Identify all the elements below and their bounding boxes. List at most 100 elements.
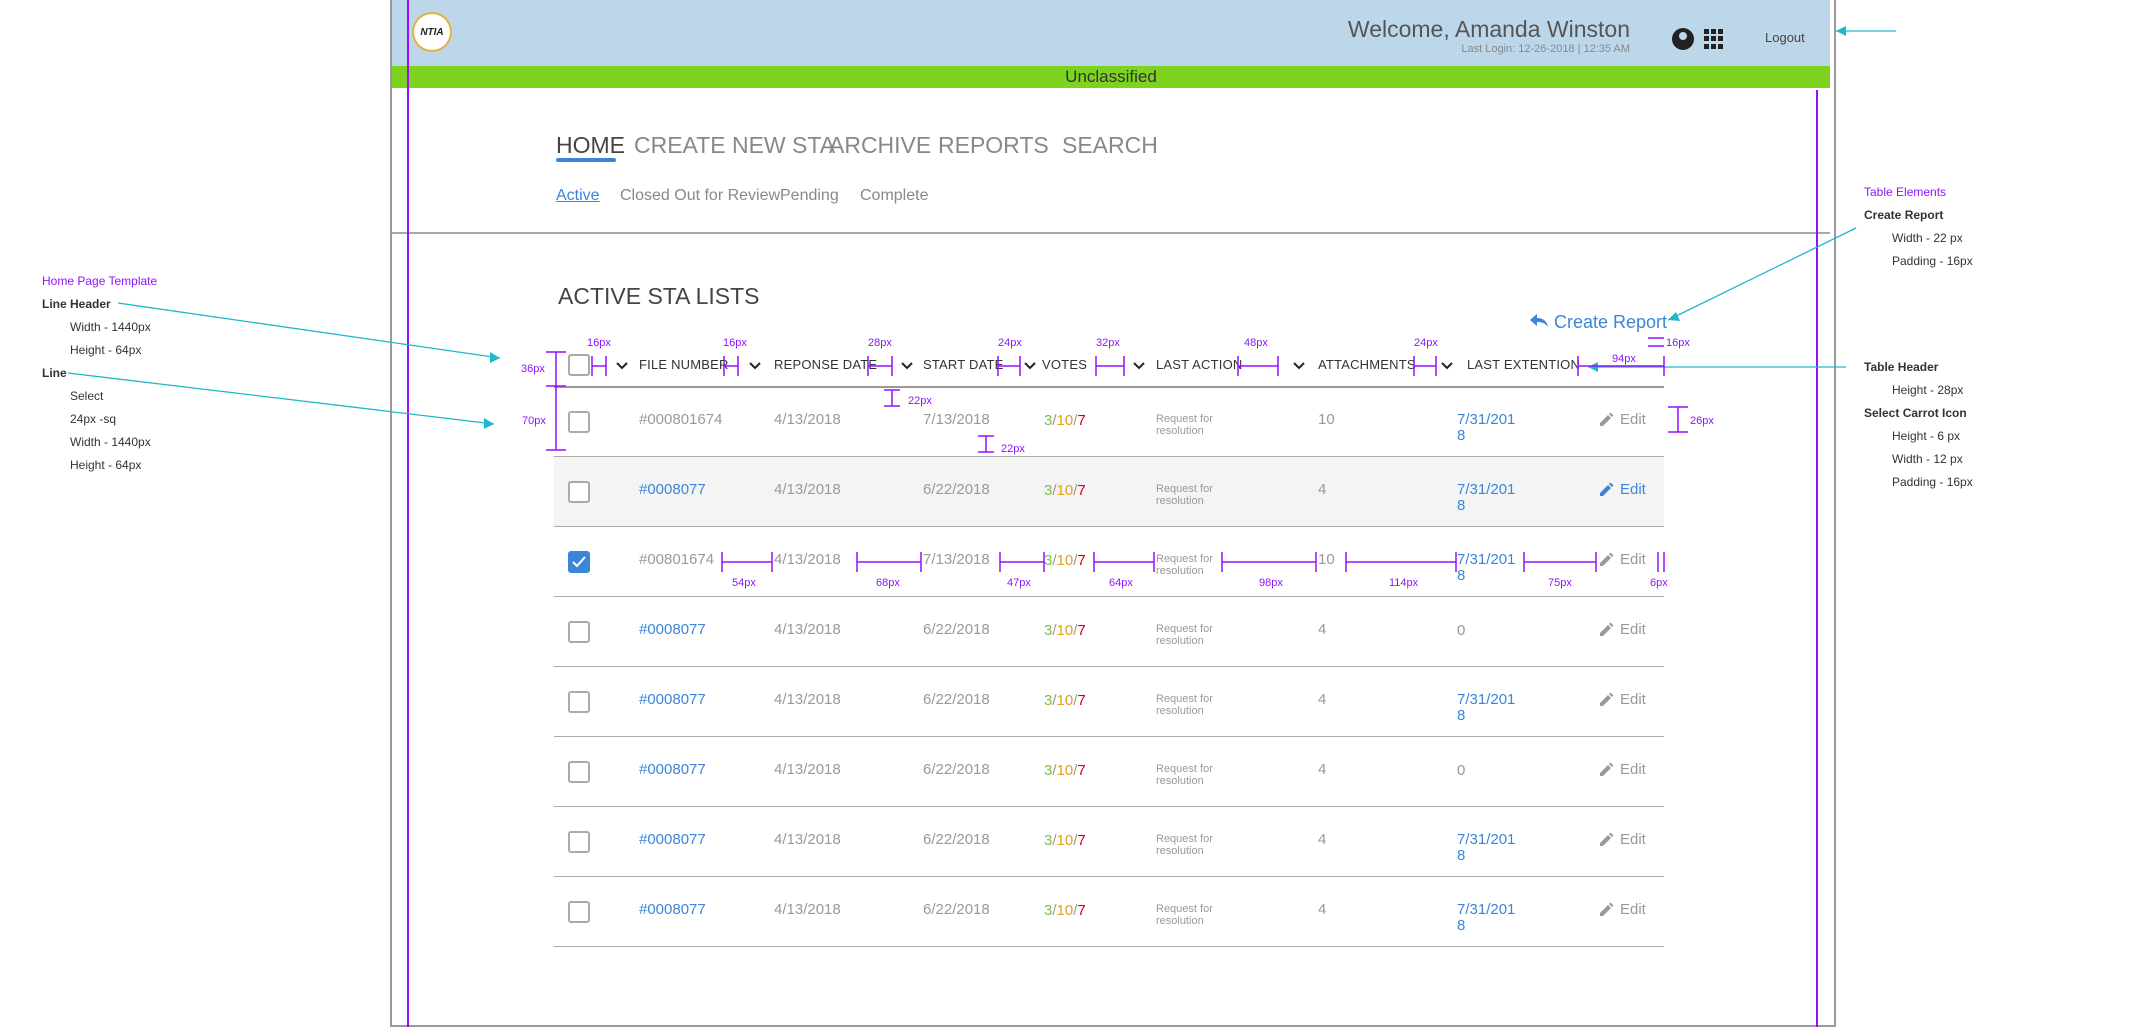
col-attachments[interactable]: ATTACHMENTS	[1318, 357, 1416, 372]
edit-button[interactable]: Edit	[1598, 551, 1646, 568]
file-number[interactable]: #0008077	[639, 621, 706, 638]
app-header	[392, 0, 1830, 66]
response-date-chevron-icon[interactable]	[901, 362, 913, 370]
row-checkbox[interactable]	[568, 551, 590, 573]
row-checkbox[interactable]	[568, 831, 590, 853]
user-account-icon[interactable]	[1672, 28, 1694, 50]
file-number[interactable]: #0008077	[639, 691, 706, 708]
table-header	[554, 350, 1664, 388]
ann-th-height: Height - 28px	[1892, 383, 1964, 397]
file-number[interactable]: #0008077	[639, 831, 706, 848]
edit-button[interactable]: Edit	[1598, 901, 1646, 918]
ann-create-report: Create Report	[1864, 208, 1944, 222]
dim-64: 64px	[1109, 577, 1133, 589]
start-date: 7/13/2018	[923, 551, 990, 568]
col-votes[interactable]: VOTES	[1042, 357, 1088, 372]
dim-16c: 16px	[1666, 337, 1690, 349]
votes-value: 3/10/7	[1044, 692, 1086, 709]
attachments-count: 4	[1318, 481, 1327, 498]
col-last-action[interactable]: LAST ACTION	[1156, 357, 1243, 372]
dim-48: 48px	[1244, 337, 1268, 349]
row-checkbox[interactable]	[568, 901, 590, 923]
row-checkbox[interactable]	[568, 481, 590, 503]
last-action-chevron-icon[interactable]	[1293, 362, 1305, 370]
ann-left-title: Home Page Template	[42, 274, 158, 288]
subnav-complete[interactable]: Complete	[860, 187, 929, 204]
welcome-text: Welcome, Amanda Winston	[1347, 16, 1630, 42]
ann-cr-width: Width - 22 px	[1892, 231, 1963, 245]
start-date-chevron-icon[interactable]	[1024, 362, 1036, 370]
subnav-pending[interactable]: Pending	[780, 187, 839, 204]
response-date: 4/13/2018	[774, 481, 841, 498]
response-date: 4/13/2018	[774, 901, 841, 918]
file-number-chevron-icon[interactable]	[749, 362, 761, 370]
table-row[interactable]	[554, 877, 1664, 947]
row-checkbox[interactable]	[568, 691, 590, 713]
pencil-icon	[1598, 901, 1620, 918]
table-row[interactable]	[554, 737, 1664, 807]
edit-button[interactable]: Edit	[1598, 411, 1646, 428]
file-number[interactable]: #0008077	[639, 901, 706, 918]
attachments-chevron-icon[interactable]	[1441, 362, 1453, 370]
ann-l-width: Width - 1440px	[70, 435, 151, 449]
col-file-number[interactable]: FILE NUMBER	[639, 357, 729, 372]
col-start-date[interactable]: START DATE	[923, 357, 1004, 372]
ann-right-title: Table Elements	[1864, 185, 1947, 199]
row-checkbox[interactable]	[568, 621, 590, 643]
create-report-button[interactable]: Create Report	[1530, 312, 1667, 333]
edit-button[interactable]: Edit	[1598, 481, 1646, 498]
nav-create-new-sta[interactable]: CREATE NEW STA	[634, 132, 836, 158]
row-checkbox[interactable]	[568, 411, 590, 433]
classification-banner: Unclassified	[392, 66, 1830, 88]
subnav-active[interactable]: Active	[556, 187, 600, 204]
votes-value: 3/10/7	[1044, 482, 1086, 499]
last-extension-link[interactable]: 7/31/2018	[1457, 411, 1516, 444]
table-row[interactable]	[554, 597, 1664, 667]
select-all-checkbox[interactable]	[568, 354, 590, 376]
votes-value: 3/10/7	[1044, 412, 1086, 429]
last-extension-link[interactable]: 7/31/2018	[1457, 901, 1516, 934]
table-row[interactable]	[554, 387, 1664, 457]
last-extension-link[interactable]: 7/31/2018	[1457, 831, 1516, 864]
last-extension-link[interactable]: 7/31/2018	[1457, 691, 1516, 724]
table-row[interactable]	[554, 457, 1664, 527]
apps-grid-icon[interactable]	[1704, 29, 1724, 49]
nav-home[interactable]: HOME	[556, 132, 625, 158]
file-number[interactable]: #0008077	[639, 761, 706, 778]
nav-reports[interactable]: REPORTS	[938, 132, 1049, 158]
col-last-extension[interactable]: LAST EXTENTION	[1467, 357, 1581, 372]
logout-button[interactable]: Logout	[1765, 30, 1805, 45]
last-action: Request for resolution	[1156, 553, 1213, 577]
nav-search[interactable]: SEARCH	[1062, 132, 1158, 158]
last-extension-link[interactable]: 7/31/2018	[1457, 481, 1516, 514]
nav-archive[interactable]: ARCHIVE	[829, 132, 932, 158]
table-row[interactable]	[554, 807, 1664, 877]
ann-line-header: Line Header	[42, 297, 111, 311]
votes-value: 3/10/7	[1044, 622, 1086, 639]
edit-button[interactable]: Edit	[1598, 831, 1646, 848]
ann-carrot: Select Carrot Icon	[1864, 406, 1967, 420]
select-chevron-down-icon[interactable]	[616, 362, 628, 370]
row-checkbox[interactable]	[568, 761, 590, 783]
dim-47: 47px	[1007, 577, 1031, 589]
dim-70: 70px	[522, 415, 546, 427]
votes-chevron-icon[interactable]	[1133, 362, 1145, 370]
pencil-icon	[1598, 481, 1620, 498]
table-row[interactable]	[554, 667, 1664, 737]
last-action: Request for resolution	[1156, 903, 1213, 927]
reply-arrow-icon	[1530, 312, 1548, 333]
col-response-date[interactable]: REPONSE DATE	[774, 357, 878, 372]
ntia-logo[interactable]: NTIA	[412, 12, 452, 52]
last-extension-link[interactable]: 7/31/2018	[1457, 551, 1516, 584]
header-divider	[392, 232, 1830, 234]
edit-button[interactable]: Edit	[1598, 691, 1646, 708]
edit-button[interactable]: Edit	[1598, 621, 1646, 638]
start-date: 6/22/2018	[923, 481, 990, 498]
file-number[interactable]: #0008077	[639, 481, 706, 498]
pencil-icon	[1598, 691, 1620, 708]
ann-table-header: Table Header	[1864, 360, 1939, 374]
subnav-closed-out[interactable]: Closed Out for Review	[620, 187, 781, 204]
edit-button[interactable]: Edit	[1598, 761, 1646, 778]
dim-22a: 22px	[908, 395, 932, 407]
table-row[interactable]	[554, 527, 1664, 597]
